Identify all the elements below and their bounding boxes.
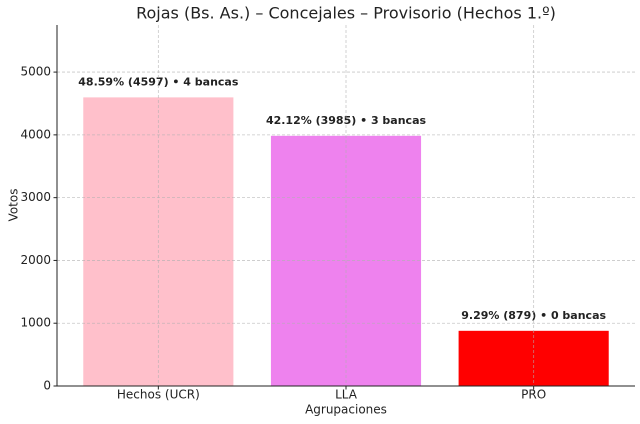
x-tick-label: PRO (521, 388, 546, 402)
chart-title: Rojas (Bs. As.) – Concejales – Provisori… (136, 4, 556, 23)
y-axis-label: Votos (7, 189, 21, 222)
y-tick-label: 3000 (20, 190, 51, 204)
y-tick-label: 5000 (20, 65, 51, 79)
y-tick-label: 2000 (20, 253, 51, 267)
y-tick-label: 4000 (20, 127, 51, 141)
x-tick-label: LLA (335, 388, 358, 402)
y-tick-label: 1000 (20, 316, 51, 330)
y-tick-label: 0 (43, 379, 51, 393)
x-axis-label: Agrupaciones (305, 403, 387, 417)
x-tick-label: Hechos (UCR) (117, 388, 200, 402)
